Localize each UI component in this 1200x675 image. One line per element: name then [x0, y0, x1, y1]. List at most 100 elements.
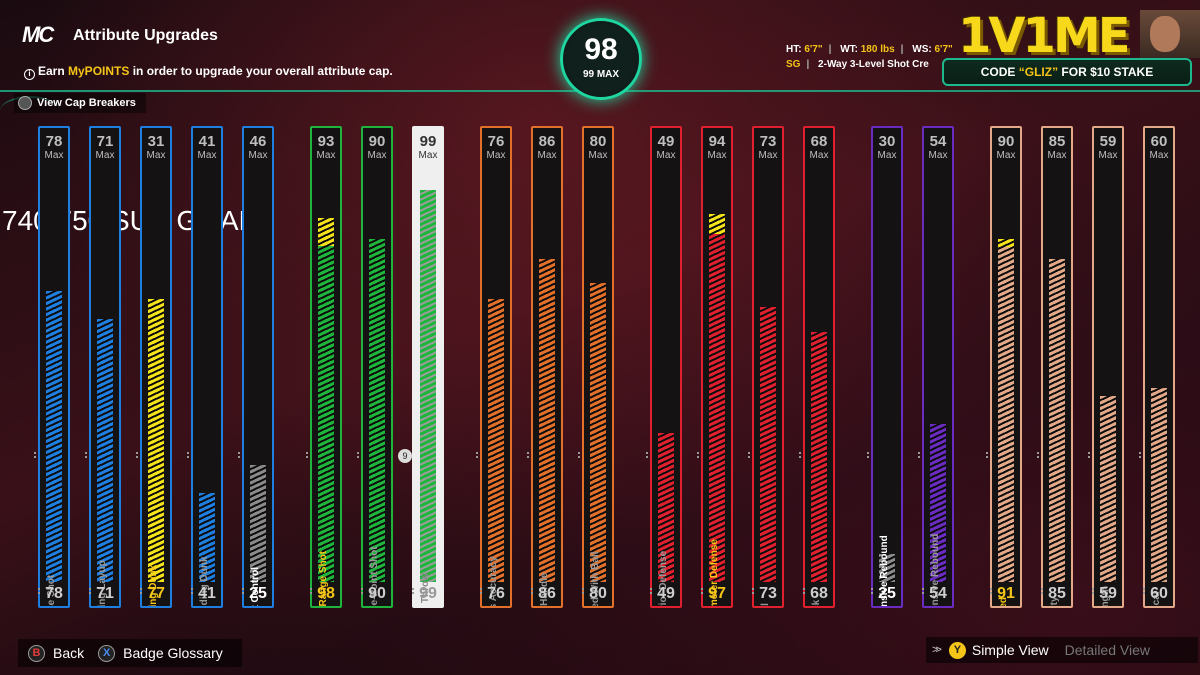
attribute-fill: [420, 190, 436, 582]
back-button[interactable]: Back: [53, 645, 85, 661]
attribute-current: 71: [96, 585, 114, 602]
attribute-fill: [97, 319, 113, 582]
attribute-upgrade-fill: [148, 299, 164, 323]
attribute-name: Agility: [1049, 483, 1065, 606]
dots-icon: [412, 588, 414, 596]
attribute-max-label: Max: [1149, 150, 1169, 161]
attribute-bar[interactable]: 59 Max Strength 59: [1092, 126, 1124, 608]
overall-rating: 98: [584, 33, 618, 66]
attribute-current: 76: [487, 585, 505, 602]
attribute-bar[interactable]: 54 Max Defensive Rebound 54: [922, 126, 954, 608]
attribute-name: Post Control: [250, 567, 261, 608]
attribute-bar[interactable]: 46 Max Post Control 25: [242, 126, 274, 608]
attribute-max-label: Max: [146, 150, 166, 161]
attribute-current: 41: [198, 585, 216, 602]
dots-icon: [867, 452, 869, 460]
attribute-max-label: Max: [809, 150, 829, 161]
attribute-name: Driving Layup: [97, 560, 108, 608]
attribute-bar[interactable]: 76 Max Pass Accuracy 76: [480, 126, 512, 608]
attribute-max: 86: [538, 133, 556, 150]
attribute-max: 78: [45, 133, 63, 150]
attribute-bar[interactable]: 60MaxVertical60: [1143, 126, 1175, 608]
attribute-current: 25: [878, 585, 896, 602]
attribute-fill: [1049, 259, 1065, 582]
attribute-fill: [811, 332, 827, 582]
dots-icon: [531, 588, 533, 596]
attribute-fill: [930, 424, 946, 582]
chevrons-icon: >>: [932, 644, 942, 656]
dots-icon: [242, 588, 244, 596]
attribute-fill: [46, 291, 62, 582]
dots-icon: [191, 588, 193, 596]
attribute-bar[interactable]: 90 Max Three-Point Shot 90: [361, 126, 393, 608]
attribute-max-label: Max: [537, 150, 557, 161]
badge-glossary-button[interactable]: Badge Glossary: [123, 645, 223, 661]
view-cap-breakers-button[interactable]: View Cap Breakers: [14, 93, 146, 113]
attribute-bar[interactable]: 31 Max Driving Dunk 77: [140, 126, 172, 608]
attribute-current: 54: [929, 585, 947, 602]
attribute-bar[interactable]: 68MaxBlock68: [803, 126, 835, 608]
attribute-max: 99: [419, 133, 437, 150]
attribute-name: Steal: [760, 483, 776, 606]
y-button-icon: Y: [948, 641, 966, 659]
dots-icon: [697, 452, 699, 460]
attribute-max-label: Max: [367, 150, 387, 161]
attribute-max: 41: [198, 133, 216, 150]
attribute-bar[interactable]: 94 Max Perimeter Defense 97: [701, 126, 733, 608]
attribute-max-label: Max: [588, 150, 608, 161]
attribute-fill: [148, 299, 164, 582]
attribute-bar[interactable]: 86 Max Ball Handle 86: [531, 126, 563, 608]
attribute-name: Vertical: [1151, 483, 1167, 606]
attribute-max: 85: [1048, 133, 1066, 150]
attribute-max: 93: [317, 133, 335, 150]
attribute-current: 73: [759, 585, 777, 602]
attribute-bar[interactable]: 93 Max Mid-Range Shot 98: [310, 126, 342, 608]
dots-icon: [476, 452, 478, 460]
attribute-name: Ball Handle: [539, 572, 550, 608]
simple-view-tab[interactable]: Simple View: [971, 642, 1049, 658]
attribute-max-label: Max: [197, 150, 217, 161]
attribute-max-label: Max: [95, 150, 115, 161]
dots-icon: [527, 452, 529, 460]
dots-icon: [85, 452, 87, 460]
attribute-bar[interactable]: 73MaxSteal73: [752, 126, 784, 608]
attribute-current: 91: [997, 585, 1015, 602]
detailed-view-tab[interactable]: Detailed View: [1064, 642, 1150, 658]
dots-icon: [701, 588, 703, 596]
dots-icon: [646, 452, 648, 460]
attribute-max-label: Max: [418, 150, 438, 161]
attribute-bar[interactable]: 30 Max Offensive Rebound 25: [871, 126, 903, 608]
attribute-bar[interactable]: 85MaxAgility85: [1041, 126, 1073, 608]
attribute-bar[interactable]: 80 Max Speed With Ball 80: [582, 126, 614, 608]
decorative-swirl: [0, 96, 60, 126]
dots-icon: [357, 452, 359, 460]
overall-rating-badge: 98 99 MAX: [560, 18, 642, 100]
wingspan: 6'7": [934, 44, 953, 55]
attribute-upgrade-fill: [709, 214, 725, 234]
player-info: HT: 6'7" | WT: 180 lbs | WS: 6'7" SG | 2-Wa…: [786, 44, 953, 70]
attribute-bar[interactable]: 71 Max Driving Layup 71: [89, 126, 121, 608]
attribute-bar[interactable]: 99 Max Free Throw 99: [412, 126, 444, 608]
footer-right: >> Y Simple View Detailed View: [926, 637, 1198, 663]
attribute-fill: [709, 214, 725, 582]
attribute-bar[interactable]: 49 Max Interior Defense 49: [650, 126, 682, 608]
info-icon: i: [24, 69, 35, 80]
attribute-max: 46: [249, 133, 267, 150]
weight: 180 lbs: [860, 44, 895, 55]
dots-icon: [1088, 452, 1090, 460]
attribute-upgrade-fill: [998, 239, 1014, 247]
webcam-overlay: [1140, 10, 1200, 58]
attribute-fill: [760, 307, 776, 582]
attribute-max-label: Max: [656, 150, 676, 161]
dots-icon: [922, 588, 924, 596]
dots-icon: [140, 588, 142, 596]
attribute-bar[interactable]: 78 Max Close Shot 78: [38, 126, 70, 608]
attribute-bar[interactable]: 41 Max Standing Dunk 41: [191, 126, 223, 608]
webcam-face: [1150, 16, 1180, 52]
sponsor-logo: 1V1ME: [958, 8, 1130, 64]
attribute-max: 71: [96, 133, 114, 150]
attribute-current: 86: [538, 585, 556, 602]
attribute-name: Standing Dunk: [199, 556, 210, 608]
attribute-current: 98: [317, 585, 335, 602]
